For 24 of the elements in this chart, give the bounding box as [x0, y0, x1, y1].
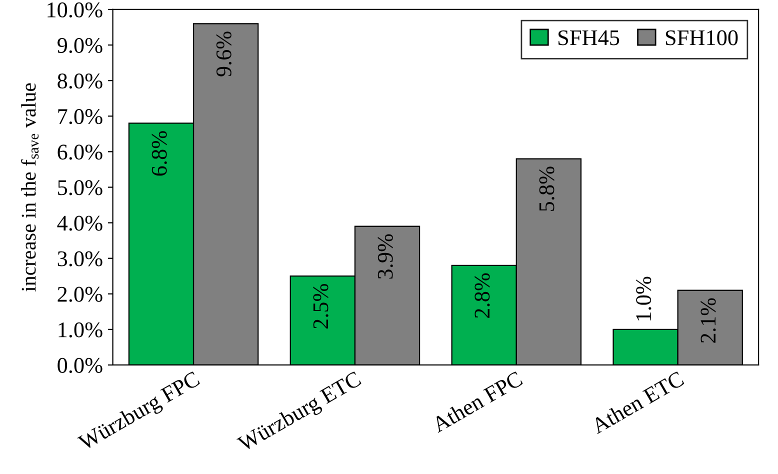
- y-tick-label: 8.0%: [58, 74, 102, 89]
- y-axis-title: increase in the f$_{save}$ value: [20, 83, 39, 292]
- y-tick-label: 7.0%: [58, 109, 102, 124]
- y-tick-label: 0.0%: [58, 358, 102, 374]
- data-label: 2.8%: [474, 273, 490, 318]
- data-label: 9.6%: [216, 32, 232, 76]
- legend-label: SFH100: [666, 30, 738, 46]
- y-tick-label: 5.0%: [58, 180, 102, 196]
- y-tick-label: 9.0%: [58, 38, 102, 54]
- data-label: 1.0%: [636, 276, 652, 320]
- data-label: 2.1%: [700, 298, 716, 343]
- y-tick-label: 2.0%: [58, 286, 102, 302]
- data-label: 6.8%: [152, 131, 167, 176]
- data-label: 2.5%: [313, 284, 328, 329]
- y-tick-label: 1.0%: [58, 322, 102, 338]
- y-tick-label: 4.0%: [57, 216, 102, 231]
- data-label: 5.8%: [539, 166, 554, 211]
- y-tick-label: 3.0%: [58, 251, 102, 266]
- x-tick-label: Athen FPC: [430, 370, 524, 433]
- y-tick-label: 6.0%: [58, 144, 102, 160]
- y-tick-label: 10.0%: [48, 2, 102, 18]
- legend-label: SFH45: [558, 30, 620, 46]
- x-tick-label: Athen ETC: [590, 370, 685, 434]
- data-label: 3.9%: [378, 234, 393, 279]
